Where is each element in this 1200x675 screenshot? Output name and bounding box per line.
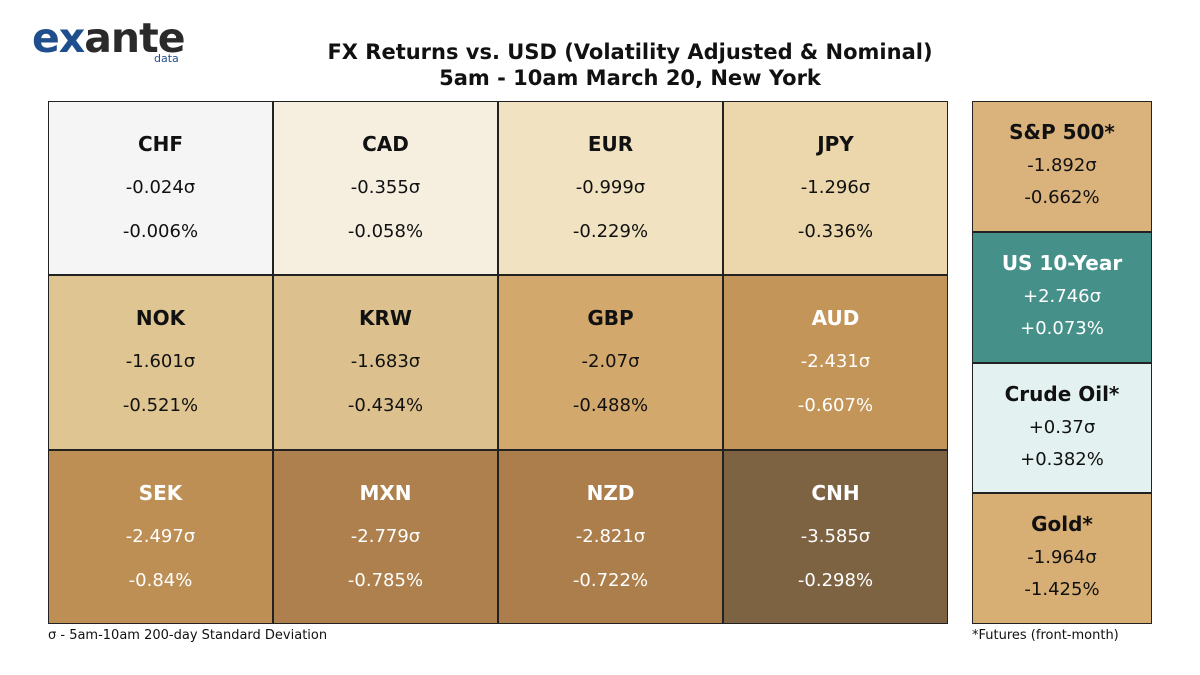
cell-percent-value: -0.488% (572, 395, 649, 417)
cell-label: S&P 500* (1009, 120, 1115, 144)
cell-percent-value: -1.425% (1024, 579, 1100, 601)
cell-jpy: JPY -1.296σ -0.336% (723, 101, 948, 276)
cell-label: US 10-Year (1001, 250, 1123, 275)
cell-label: Gold* (1031, 512, 1093, 537)
cell-sigma-value: -0.999σ (575, 177, 646, 198)
cell-percent-value: -0.434% (347, 395, 424, 417)
cell-sigma-value: -2.821σ (575, 525, 646, 547)
cell-percent-value: -0.521% (122, 395, 199, 417)
cell-percent-value: +0.382% (1020, 448, 1104, 470)
cell-label: EUR (587, 132, 634, 156)
cell-sigma-value: -1.683σ (350, 351, 421, 373)
cell-label: CAD (362, 132, 409, 156)
cell-sigma-value: -0.355σ (350, 177, 421, 198)
cell-sigma-value: -1.892σ (1027, 155, 1097, 176)
cell-krw: KRW -1.683σ -0.434% (273, 275, 498, 450)
cell-label: MXN (359, 480, 412, 505)
cell-sigma-value: -1.964σ (1027, 547, 1097, 569)
cell-percent-value: -0.336% (797, 221, 874, 242)
cell-chf: CHF -0.024σ -0.006% (48, 101, 273, 276)
cell-percent-value: -0.058% (347, 221, 424, 242)
cell-label: GBP (587, 306, 634, 331)
logo-ante: ante (84, 14, 185, 62)
cell-eur: EUR -0.999σ -0.229% (498, 101, 723, 276)
cell-label: NOK (135, 306, 186, 331)
logo-wordmark: exante (32, 14, 186, 62)
cell-label: CNH (811, 480, 860, 505)
cell-gbp: GBP -2.07σ -0.488% (498, 275, 723, 450)
cell-percent-value: -0.84% (128, 569, 193, 591)
cell-sigma-value: -2.07σ (581, 351, 640, 373)
cell-nzd: NZD -2.821σ -0.722% (498, 449, 723, 624)
cell-sigma-value: -2.431σ (800, 351, 871, 373)
cell-percent-value: -0.607% (797, 395, 874, 417)
cell-gold: Gold* -1.964σ -1.425% (972, 493, 1152, 624)
cell-sigma-value: -2.497σ (125, 525, 196, 547)
cell-crude-oil: Crude Oil* +0.37σ +0.382% (972, 362, 1152, 494)
cell-aud: AUD -2.431σ -0.607% (723, 275, 948, 450)
cell-s-p-500: S&P 500* -1.892σ -0.662% (972, 101, 1152, 232)
cell-percent-value: -0.298% (797, 569, 874, 591)
cell-sigma-value: +0.37σ (1028, 416, 1096, 438)
cell-sigma-value: -1.296σ (800, 177, 871, 198)
cell-nok: NOK -1.601σ -0.521% (48, 275, 273, 450)
cell-sigma-value: -0.024σ (125, 177, 196, 198)
cell-percent-value: +0.073% (1020, 317, 1104, 339)
exante-data-logo: exante data (32, 14, 186, 66)
cell-label: AUD (811, 306, 860, 331)
cell-sek: SEK -2.497σ -0.84% (48, 449, 273, 624)
cell-label: SEK (138, 480, 183, 505)
sigma-footnote: σ - 5am-10am 200-day Standard Deviation (48, 628, 328, 643)
cell-cad: CAD -0.355σ -0.058% (273, 101, 498, 276)
other-assets-column: S&P 500* -1.892σ -0.662% US 10-Year +2.746σ +… (972, 101, 1152, 624)
cell-sigma-value: -3.585σ (800, 525, 871, 547)
cell-us-10-year: US 10-Year +2.746σ +0.073% (972, 231, 1152, 363)
cell-percent-value: -0.785% (347, 569, 424, 591)
cell-percent-value: -0.722% (572, 569, 649, 591)
cell-sigma-value: -2.779σ (350, 525, 421, 547)
cell-percent-value: -0.006% (122, 221, 199, 242)
cell-label: JPY (817, 132, 854, 156)
cell-label: CHF (137, 132, 184, 156)
cell-label: NZD (586, 480, 635, 505)
chart-title: FX Returns vs. USD (Volatility Adjusted … (327, 40, 933, 64)
cell-percent-value: -0.662% (1024, 187, 1100, 208)
cell-sigma-value: +2.746σ (1022, 285, 1102, 307)
cell-label: KRW (359, 306, 412, 331)
cell-percent-value: -0.229% (572, 221, 649, 242)
cell-label: Crude Oil* (1004, 381, 1120, 406)
cell-sigma-value: -1.601σ (125, 351, 196, 373)
cell-mxn: MXN -2.779σ -0.785% (273, 449, 498, 624)
logo-ex: ex (32, 14, 85, 62)
logo-sub: data (154, 52, 179, 65)
fx-returns-grid: CHF -0.024σ -0.006% CAD -0.355σ -0.058% EUR -0.… (48, 101, 948, 624)
cell-cnh: CNH -3.585σ -0.298% (723, 449, 948, 624)
futures-footnote: *Futures (front-month) (972, 628, 1119, 643)
chart-subtitle: 5am - 10am March 20, New York (439, 66, 821, 90)
